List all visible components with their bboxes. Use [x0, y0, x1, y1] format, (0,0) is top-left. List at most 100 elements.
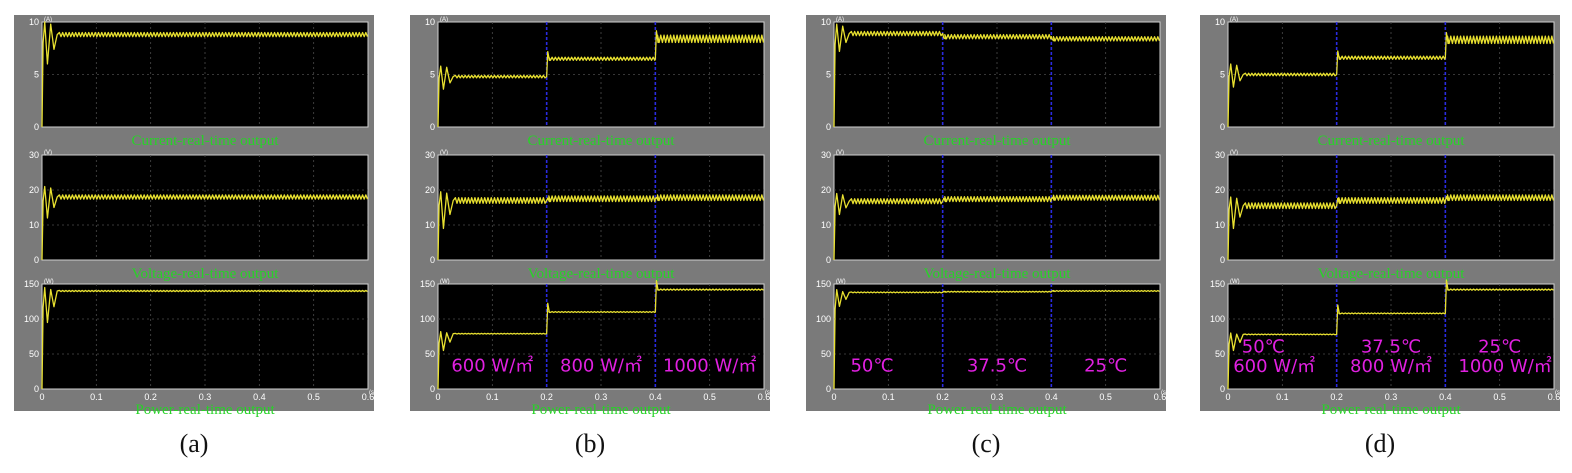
condition-annotation: 800 W/㎡	[1350, 355, 1432, 377]
y-tick-label: 0	[430, 255, 435, 265]
signal-trace	[41, 185, 369, 261]
x-unit-label: (s)	[765, 390, 772, 396]
signal-trace	[833, 192, 1161, 261]
y-tick-label: 100	[420, 314, 435, 324]
x-tick-label: 0.2	[144, 392, 157, 402]
subplot-title: Current-real-time output	[1317, 133, 1465, 149]
y-tick-label: 30	[1215, 150, 1225, 160]
y-tick-label: 0	[34, 255, 39, 265]
y-tick-label: 10	[1215, 220, 1225, 230]
y-tick-label: 5	[826, 70, 831, 80]
x-unit-label: (s)	[1161, 390, 1168, 396]
chart-panel-d: 0 5 10 (A) Current-real-time output 0 10 20 30 (V…	[1200, 15, 1562, 458]
y-unit-label: (A)	[836, 17, 844, 23]
y-tick-label: 20	[821, 185, 831, 195]
x-tick-label: 0	[1225, 392, 1230, 402]
signal-trace	[41, 286, 368, 390]
chart-panel-a: 0 5 10 (A) Current-real-time output 0 10 20 30 (V…	[14, 15, 376, 458]
y-tick-label: 100	[24, 314, 39, 324]
subplot-1: 0 5 10 (A) Current-real-time output	[821, 17, 1161, 149]
x-tick-label: 0.6	[758, 392, 771, 402]
y-tick-label: 150	[816, 279, 831, 289]
condition-annotation: 37.5℃	[967, 356, 1027, 377]
x-tick-label: 0.1	[90, 392, 103, 402]
subplot-2: 0 10 20 30 (V) Voltage-real-time output	[1215, 150, 1555, 282]
signal-trace	[437, 191, 765, 261]
subplot-2: 0 10 20 30 (V) Voltage-real-time output	[425, 150, 765, 282]
subplot-title: Power-real-time output	[135, 402, 275, 418]
y-unit-label: (W)	[836, 279, 846, 285]
x-tick-label: 0.1	[1276, 392, 1289, 402]
y-unit-label: (V)	[1230, 150, 1238, 156]
signal-trace	[1227, 279, 1554, 390]
y-tick-label: 0	[1220, 384, 1225, 394]
x-tick-label: 0	[831, 392, 836, 402]
y-tick-label: 5	[430, 70, 435, 80]
y-tick-label: 50	[821, 349, 831, 359]
y-unit-label: (A)	[440, 17, 448, 23]
subplot-title: Current-real-time output	[527, 133, 675, 149]
condition-annotation: 50℃	[850, 356, 893, 377]
y-unit-label: (V)	[836, 150, 844, 156]
subplot-title: Voltage-real-time output	[1318, 266, 1466, 282]
x-unit-label: (s)	[1555, 390, 1562, 396]
x-tick-label: 0.6	[1548, 392, 1561, 402]
x-tick-label: 0.2	[936, 392, 949, 402]
subplot-3: 0 50 100 150 (W) 50℃ 37.5℃ 25℃ 0 0.1 0.2 0.3 0.4 0.5 0…	[816, 279, 1168, 418]
y-tick-label: 150	[1210, 279, 1225, 289]
x-tick-label: 0.3	[1385, 392, 1398, 402]
x-tick-label: 0.3	[199, 392, 212, 402]
subplot-title: Current-real-time output	[131, 133, 279, 149]
y-tick-label: 30	[821, 150, 831, 160]
x-tick-label: 0.1	[486, 392, 499, 402]
y-tick-label: 150	[420, 279, 435, 289]
subplot-3: 0 50 100 150 (W) 600 W/㎡ 800 W/㎡ 1000 W/㎡ 0 0.1 0.…	[420, 279, 772, 418]
y-tick-label: 20	[425, 185, 435, 195]
y-tick-label: 30	[425, 150, 435, 160]
y-tick-label: 10	[1215, 17, 1225, 27]
y-tick-label: 50	[425, 349, 435, 359]
y-unit-label: (W)	[1230, 279, 1240, 285]
signal-trace	[1227, 194, 1555, 261]
y-tick-label: 0	[826, 384, 831, 394]
y-tick-label: 20	[29, 185, 39, 195]
plot-area	[1227, 283, 1555, 390]
subplot-3: 0 50 100 150 (W) 0 0.1 0.2 0.3 0.4 0.5 0.6(s) Power-…	[24, 279, 376, 418]
signal-trace	[41, 21, 369, 128]
x-tick-label: 0.5	[703, 392, 716, 402]
y-unit-label: (A)	[44, 17, 52, 23]
x-unit-label: (s)	[369, 390, 376, 396]
subplot-title: Current-real-time output	[923, 133, 1071, 149]
y-unit-label: (W)	[440, 279, 450, 285]
x-tick-label: 0	[435, 392, 440, 402]
signal-trace	[1227, 32, 1555, 128]
signal-trace	[833, 288, 1160, 390]
subplot-title: Voltage-real-time output	[132, 266, 280, 282]
plot-area	[833, 283, 1161, 390]
plot-area	[437, 283, 765, 390]
chart-panel-b: 0 5 10 (A) Current-real-time output 0 10 20 30 (V…	[410, 15, 772, 458]
x-tick-label: 0.3	[991, 392, 1004, 402]
signal-trace	[437, 30, 765, 128]
subplot-title: Voltage-real-time output	[924, 266, 1072, 282]
condition-annotation: 25℃	[1084, 356, 1127, 377]
x-tick-label: 0.3	[595, 392, 608, 402]
subplot-title: Voltage-real-time output	[528, 266, 676, 282]
y-tick-label: 0	[1220, 122, 1225, 132]
x-tick-label: 0.5	[1099, 392, 1112, 402]
x-tick-label: 0.5	[307, 392, 320, 402]
y-tick-label: 10	[29, 17, 39, 27]
x-tick-label: 0.2	[540, 392, 553, 402]
y-unit-label: (V)	[440, 150, 448, 156]
panel-caption: (b)	[575, 429, 605, 458]
y-tick-label: 0	[1220, 255, 1225, 265]
y-unit-label: (V)	[44, 150, 52, 156]
subplot-1: 0 5 10 (A) Current-real-time output	[1215, 17, 1555, 149]
y-tick-label: 0	[430, 384, 435, 394]
plot-area	[41, 154, 369, 261]
y-tick-label: 0	[826, 122, 831, 132]
panel-caption: (d)	[1365, 429, 1395, 458]
subplot-1: 0 5 10 (A) Current-real-time output	[425, 17, 765, 149]
subplot-3: 0 50 100 150 (W) 50℃ 37.5℃ 25℃ 600 W/㎡ 800 W/㎡ 100…	[1210, 279, 1562, 418]
